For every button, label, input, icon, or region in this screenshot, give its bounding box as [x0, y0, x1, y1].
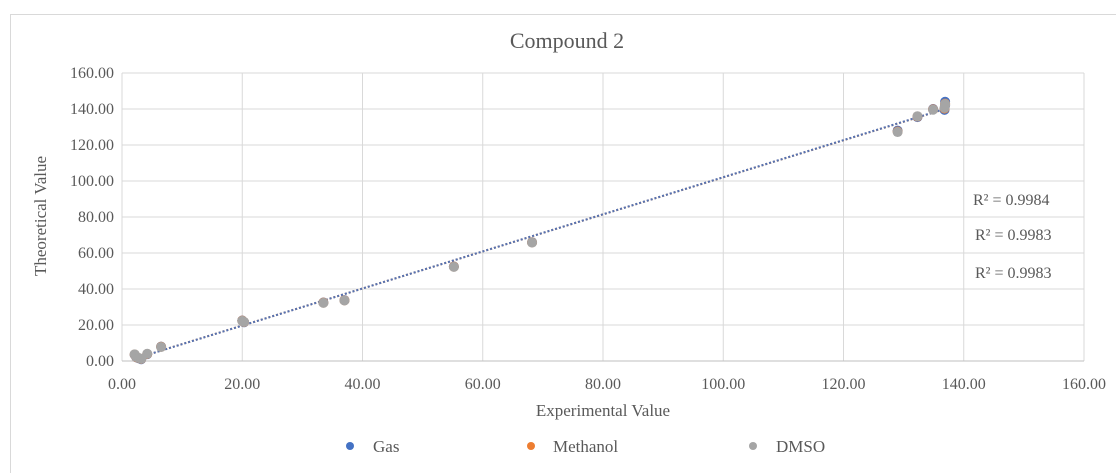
- legend-marker-gas: [346, 442, 354, 450]
- legend-marker-dmso: [749, 442, 757, 450]
- x-tick-label: 40.00: [345, 376, 381, 393]
- legend-label-dmso: DMSO: [776, 437, 825, 456]
- point-dmso[interactable]: [892, 127, 903, 138]
- chart-area: [10, 14, 1116, 473]
- point-dmso[interactable]: [318, 297, 329, 308]
- x-tick-label: 60.00: [465, 376, 501, 393]
- chart-title: Compound 2: [510, 28, 624, 53]
- r2-label-methanol: R² = 0.9983: [975, 227, 1052, 244]
- data-points: [129, 96, 951, 365]
- point-dmso[interactable]: [239, 316, 250, 327]
- trendlines: [134, 107, 946, 360]
- tick-labels: 0.00 20.00 40.00 60.00 80.00 100.00 120.00 140.…: [70, 65, 1106, 393]
- point-dmso[interactable]: [940, 100, 951, 111]
- gridlines: [121, 72, 1085, 362]
- r2-label-gas: R² = 0.9984: [973, 192, 1050, 209]
- legend-item-dmso[interactable]: DMSO: [749, 437, 825, 456]
- legend-item-methanol[interactable]: Methanol: [527, 437, 618, 456]
- point-dmso[interactable]: [527, 237, 538, 248]
- x-axis-title: Experimental Value: [536, 401, 670, 420]
- r2-labels: R² = 0.9984 R² = 0.9983 R² = 0.9983: [973, 192, 1052, 282]
- y-tick-label: 0.00: [86, 353, 114, 370]
- y-tick-label: 160.00: [70, 65, 114, 82]
- point-dmso[interactable]: [448, 261, 459, 272]
- point-dmso[interactable]: [912, 111, 923, 122]
- legend: Gas Methanol DMSO: [346, 437, 825, 456]
- legend-marker-methanol: [527, 442, 535, 450]
- point-dmso[interactable]: [156, 341, 167, 352]
- point-dmso[interactable]: [142, 348, 153, 359]
- y-axis-title: Theoretical Value: [31, 156, 50, 276]
- x-tick-label: 80.00: [585, 376, 621, 393]
- y-tick-label: 80.00: [78, 209, 114, 226]
- x-tick-label: 160.00: [1062, 376, 1106, 393]
- r2-label-dmso: R² = 0.9983: [975, 265, 1052, 282]
- point-dmso[interactable]: [928, 104, 939, 115]
- point-dmso[interactable]: [339, 295, 350, 306]
- x-tick-label: 100.00: [701, 376, 745, 393]
- x-tick-label: 140.00: [942, 376, 986, 393]
- y-tick-label: 20.00: [78, 317, 114, 334]
- legend-label-gas: Gas: [373, 437, 399, 456]
- x-tick-label: 20.00: [224, 376, 260, 393]
- y-tick-label: 60.00: [78, 245, 114, 262]
- x-tick-label: 120.00: [822, 376, 866, 393]
- legend-item-gas[interactable]: Gas: [346, 437, 399, 456]
- y-tick-label: 100.00: [70, 173, 114, 190]
- y-tick-label: 40.00: [78, 281, 114, 298]
- y-tick-label: 140.00: [70, 101, 114, 118]
- legend-label-methanol: Methanol: [553, 437, 618, 456]
- x-tick-label: 0.00: [108, 376, 136, 393]
- trendline-gas: [134, 107, 946, 360]
- y-tick-label: 120.00: [70, 137, 114, 154]
